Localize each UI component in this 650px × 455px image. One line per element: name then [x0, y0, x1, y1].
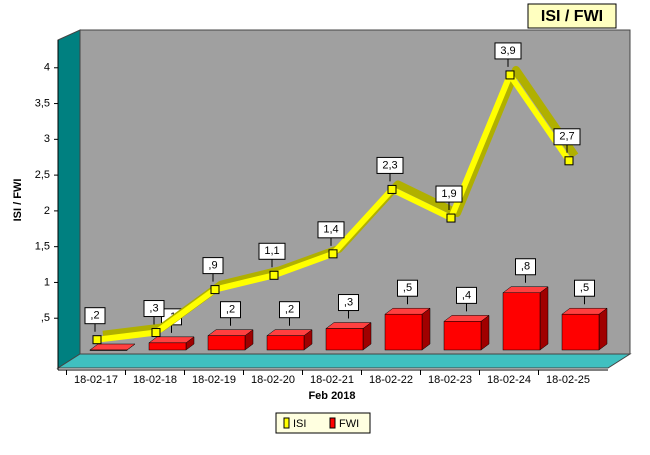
- bar-top: [561, 307, 608, 315]
- value-label-box: [553, 128, 581, 146]
- line-point: [151, 328, 161, 338]
- x-tick-label: 18-02-21: [310, 374, 354, 386]
- value-label: 3,9: [500, 45, 515, 57]
- bar-top: [325, 322, 372, 329]
- y-tick-label: 2: [44, 205, 50, 217]
- x-tick-label: 18-02-23: [428, 374, 472, 386]
- value-label-box: [84, 307, 106, 325]
- bar: [561, 313, 600, 351]
- value-label-box: [435, 185, 463, 203]
- bar: [325, 328, 364, 351]
- y-tick-label: 4: [44, 62, 50, 74]
- left-wall: [57, 29, 81, 369]
- bar: [148, 342, 187, 351]
- x-tick-label: 18-02-20: [251, 374, 295, 386]
- value-label: ,3: [149, 302, 158, 314]
- line-point: [564, 156, 574, 166]
- bar-top: [148, 336, 195, 344]
- bar-top: [502, 286, 549, 294]
- value-label-box: [456, 286, 477, 304]
- value-label-box: [574, 279, 595, 297]
- value-label: ,8: [521, 261, 530, 273]
- legend-label: FWI: [339, 418, 359, 430]
- value-label-box: [397, 279, 418, 297]
- y-tick-label: 1,5: [35, 241, 50, 253]
- y-tick-label: ,5: [41, 312, 50, 324]
- line-point: [92, 335, 102, 345]
- value-label-box: [338, 294, 359, 312]
- value-label: 1,9: [441, 188, 456, 200]
- bar-top: [207, 329, 254, 336]
- value-label: ,5: [403, 282, 412, 294]
- value-label-box: [515, 258, 536, 276]
- x-tick-label: 18-02-17: [74, 374, 118, 386]
- bar-top: [89, 343, 136, 351]
- bar: [266, 335, 305, 351]
- x-tick-label: 18-02-25: [546, 374, 590, 386]
- value-label-box: [279, 301, 300, 319]
- x-axis-label: Feb 2018: [308, 390, 355, 402]
- value-label-box: [220, 301, 241, 319]
- value-label-box: [202, 257, 224, 275]
- value-label: ,2: [90, 310, 99, 322]
- legend-label: ISI: [293, 418, 306, 430]
- legend-box: [275, 412, 371, 434]
- line-point: [210, 285, 220, 295]
- x-tick-label: 18-02-18: [133, 374, 177, 386]
- bar: [502, 292, 541, 351]
- value-label: 2,7: [559, 131, 574, 143]
- x-tick-label: 18-02-24: [487, 374, 531, 386]
- bar-top: [266, 329, 313, 336]
- chart-title: ISI / FWI: [541, 8, 603, 25]
- y-axis-label: ISI / FWI: [12, 179, 24, 222]
- bar: [207, 335, 246, 351]
- value-label: 1,4: [323, 224, 338, 236]
- line-point: [269, 270, 279, 280]
- title-box: [527, 3, 617, 29]
- y-tick-label: 3: [44, 133, 50, 145]
- line-point: [328, 249, 338, 259]
- x-tick-label: 18-02-22: [369, 374, 413, 386]
- value-label: 1,1: [264, 245, 279, 257]
- value-label: ,2: [226, 304, 235, 316]
- legend-swatch: [283, 417, 290, 429]
- y-tick-label: 2,5: [35, 169, 50, 181]
- x-tick-label: 18-02-19: [192, 374, 236, 386]
- line-point: [505, 70, 515, 80]
- bar-side: [421, 307, 431, 351]
- value-label-box: [494, 42, 522, 60]
- bar-top: [384, 307, 431, 315]
- value-label: 2,3: [382, 159, 397, 171]
- bar: [384, 313, 423, 351]
- value-label: ,5: [580, 282, 589, 294]
- y-tick-label: 3,5: [35, 97, 50, 109]
- bar-side: [598, 307, 608, 351]
- line-point: [446, 213, 456, 223]
- bar: [89, 349, 128, 351]
- value-label: ,9: [208, 260, 217, 272]
- value-label: ,3: [344, 296, 353, 308]
- floor: [56, 353, 632, 369]
- value-label-box: [143, 300, 165, 318]
- value-label-box: [317, 221, 345, 239]
- value-label: ,4: [462, 289, 471, 301]
- legend-swatch: [329, 417, 336, 429]
- value-label: ,2: [285, 304, 294, 316]
- bar-side: [539, 286, 549, 351]
- value-label-box: [258, 242, 286, 260]
- bar: [443, 321, 482, 351]
- bar-top: [443, 315, 490, 322]
- y-tick-label: 1: [44, 276, 50, 288]
- line-point: [387, 184, 397, 194]
- value-label-box: [376, 156, 404, 174]
